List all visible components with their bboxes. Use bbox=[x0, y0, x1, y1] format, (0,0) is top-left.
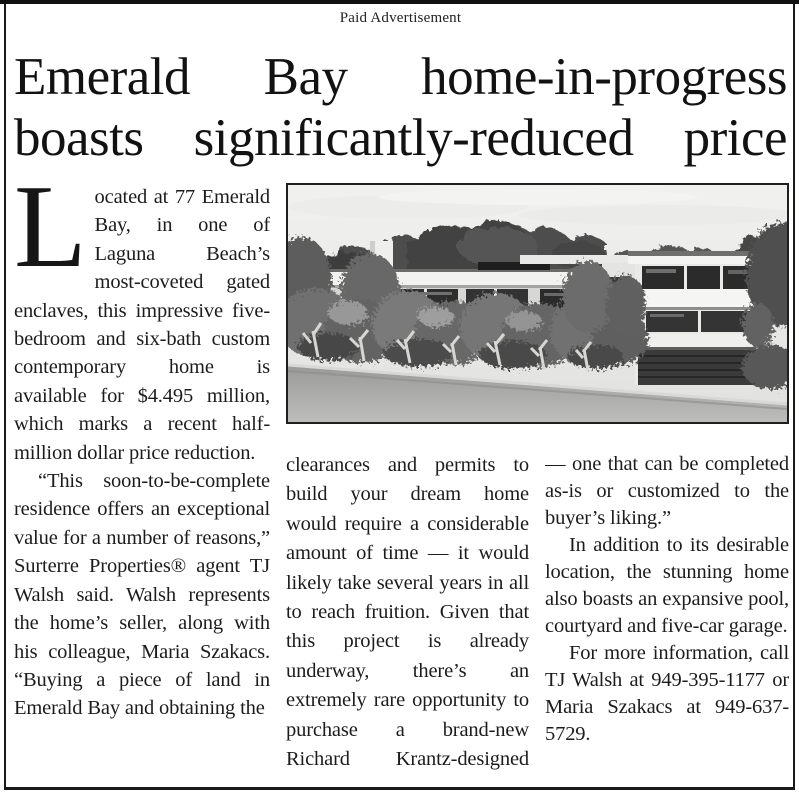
paragraph-5: In addition to its desirable location, t… bbox=[545, 534, 789, 637]
headline-line-1: Emerald Bay home-in-progress bbox=[14, 48, 788, 106]
foreground-trees bbox=[288, 223, 787, 389]
road bbox=[288, 363, 787, 422]
advertisement-box: Paid Advertisement Emerald Bay home-in-p… bbox=[4, 4, 795, 790]
article-column-2: clearances and permits to build your dre… bbox=[286, 451, 529, 777]
drop-cap: L bbox=[14, 183, 87, 292]
property-photo bbox=[286, 183, 789, 424]
paragraph-6: For more information, call TJ Walsh at 9… bbox=[545, 642, 789, 745]
paragraph-4: — one that can be completed as-is or cus… bbox=[545, 453, 789, 529]
photo-and-columns: clearances and permits to build your dre… bbox=[286, 183, 789, 781]
tree-trunks bbox=[301, 322, 593, 372]
paragraph-1-text: ocated at 77 Emerald Bay, in one of Lagu… bbox=[14, 186, 270, 464]
paragraph-3: clearances and permits to build your dre… bbox=[286, 454, 529, 771]
top-rule bbox=[0, 0, 799, 4]
property-photo-svg bbox=[288, 185, 787, 422]
headline-line-2: boasts significantly-reduced price bbox=[14, 109, 788, 167]
paid-advertisement-label: Paid Advertisement bbox=[339, 10, 462, 26]
headline: Emerald Bay home-in-progress boasts sign… bbox=[14, 47, 788, 169]
article-column-3: — one that can be completed as-is or cus… bbox=[545, 451, 789, 777]
lower-columns: clearances and permits to build your dre… bbox=[286, 451, 789, 777]
paragraph-2: “This soon-to-be-complete residence offe… bbox=[14, 470, 270, 720]
